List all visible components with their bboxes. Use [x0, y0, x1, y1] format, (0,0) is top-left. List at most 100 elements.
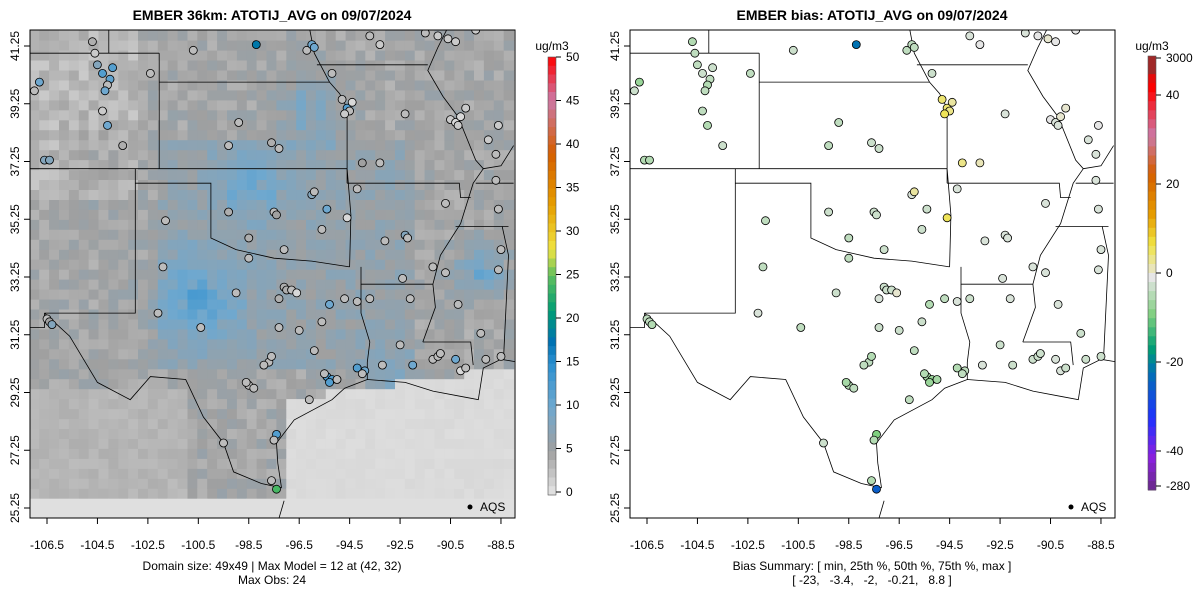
model-grid-cell	[493, 388, 505, 400]
model-grid-cell	[108, 428, 119, 439]
model-grid-cell	[30, 229, 40, 240]
model-grid-cell	[78, 199, 90, 210]
model-grid-cell	[187, 79, 198, 91]
model-grid-cell	[424, 348, 436, 360]
model-grid-cell	[197, 299, 208, 310]
model-grid-cell	[197, 328, 208, 340]
model-grid-cell	[325, 309, 337, 320]
obs-station-point	[30, 86, 39, 96]
model-grid-cell	[493, 219, 505, 230]
model-grid-cell	[236, 109, 248, 121]
model-grid-cell	[375, 30, 386, 41]
model-grid-cell	[227, 418, 238, 429]
model-grid-cell	[68, 428, 80, 439]
model-grid-cell	[138, 508, 149, 518]
model-grid-cell	[128, 179, 139, 190]
model-grid-cell	[98, 179, 109, 190]
model-grid-cell	[266, 269, 277, 280]
colorbar-tick-label: -40	[1166, 444, 1184, 458]
colorbar-swatch	[548, 451, 556, 461]
model-grid-cell	[315, 179, 327, 190]
model-grid-cell	[217, 219, 228, 230]
model-grid-cell	[207, 448, 218, 459]
model-grid-cell	[177, 40, 189, 51]
model-grid-cell	[147, 378, 159, 390]
state-border-line	[644, 312, 882, 489]
model-grid-cell	[454, 249, 465, 260]
model-grid-cell	[444, 508, 455, 518]
model-grid-cell	[88, 468, 100, 479]
model-grid-cell	[464, 478, 475, 489]
colorbar-swatch	[548, 83, 556, 93]
model-grid-cell	[444, 70, 455, 81]
model-grid-cell	[266, 289, 277, 300]
model-grid-cell	[306, 498, 317, 509]
model-grid-cell	[444, 139, 455, 151]
model-grid-cell	[59, 398, 70, 410]
model-grid-cell	[108, 438, 119, 449]
model-grid-cell	[147, 179, 159, 190]
model-grid-cell	[78, 328, 90, 340]
model-grid-cell	[325, 60, 337, 71]
model-grid-cell	[503, 408, 515, 420]
model-grid-cell	[177, 50, 189, 61]
state-border-line	[878, 500, 885, 518]
model-grid-cell	[375, 388, 386, 400]
model-grid-cell	[98, 139, 109, 151]
model-grid-cell	[98, 309, 109, 320]
model-grid-cell	[355, 209, 366, 220]
model-grid-cell	[177, 79, 189, 91]
model-grid-cell	[147, 119, 159, 131]
model-grid-cell	[227, 189, 238, 200]
model-grid-cell	[128, 299, 139, 310]
model-grid-cell	[98, 289, 109, 300]
model-grid-cell	[434, 40, 445, 51]
model-grid-cell	[227, 318, 238, 330]
x-tick-label: -98.5	[235, 538, 263, 552]
colorbar-swatch	[1148, 435, 1156, 446]
model-grid-cell	[266, 468, 277, 479]
model-grid-cell	[177, 219, 189, 230]
model-grid-cell	[315, 358, 327, 370]
model-grid-cell	[276, 398, 287, 410]
bias-station-point	[1041, 198, 1050, 208]
model-grid-cell	[306, 219, 317, 230]
model-grid-cell	[325, 458, 337, 469]
model-grid-cell	[315, 89, 327, 101]
model-grid-cell	[227, 338, 238, 350]
model-grid-cell	[276, 259, 287, 270]
model-grid-cell	[355, 378, 366, 390]
model-grid-cell	[385, 289, 396, 300]
colorbar-swatch	[1148, 381, 1156, 391]
model-grid-cell	[157, 229, 169, 240]
bias-station-point	[1033, 31, 1043, 41]
state-border-line	[644, 168, 736, 314]
model-grid-cell	[414, 348, 426, 360]
colorbar-swatch	[548, 197, 556, 207]
model-grid-cell	[227, 60, 238, 71]
bias-station-point	[978, 360, 987, 370]
model-grid-cell	[217, 229, 228, 240]
model-grid-cell	[385, 338, 396, 350]
model-grid-cell	[30, 149, 40, 161]
model-grid-cell	[454, 458, 465, 469]
model-grid-cell	[325, 119, 337, 131]
model-grid-cell	[147, 368, 159, 380]
model-grid-cell	[207, 209, 218, 220]
model-grid-cell	[236, 289, 248, 300]
model-grid-cell	[276, 418, 287, 429]
obs-station-point	[90, 48, 100, 58]
model-grid-cell	[207, 159, 218, 171]
model-grid-cell	[187, 289, 198, 300]
model-grid-cell	[385, 129, 396, 141]
model-grid-cell	[335, 468, 347, 479]
obs-station-point	[342, 213, 352, 223]
model-grid-cell	[385, 50, 396, 61]
model-grid-cell	[246, 159, 258, 171]
model-grid-cell	[207, 468, 218, 479]
model-grid-cell	[177, 249, 189, 260]
left-plot-frame	[29, 29, 516, 519]
model-grid-cell	[414, 40, 426, 51]
model-grid-cell	[335, 498, 347, 509]
model-grid-cell	[98, 368, 109, 380]
